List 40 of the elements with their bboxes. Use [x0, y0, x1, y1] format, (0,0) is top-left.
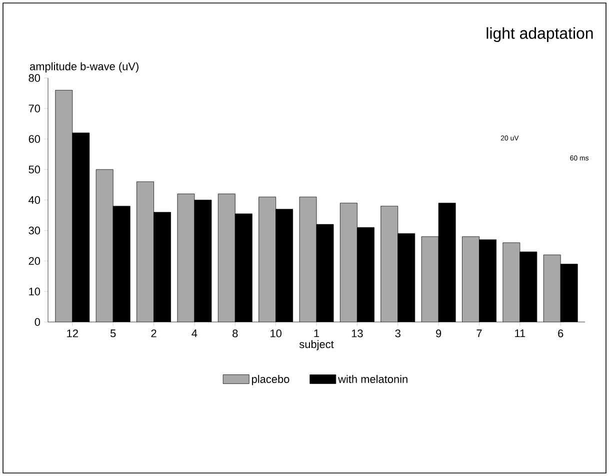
y-tick-label: 60 [28, 135, 40, 143]
y-tick-label: 70 [28, 104, 40, 112]
x-tick-label: 11 [515, 330, 526, 338]
bar [177, 194, 194, 322]
x-tick-label: 13 [352, 330, 363, 338]
y-tick-label: 0 [34, 318, 40, 326]
x-axis-title: subject [299, 340, 334, 350]
bar [422, 236, 439, 322]
bar [300, 196, 317, 322]
text: light adaptation [486, 27, 593, 42]
y-tick-label: 20 [28, 257, 40, 265]
y-axis-title: amplitude b-wave (uV) [30, 62, 138, 72]
y-tick-label: 10 [29, 288, 40, 296]
bar [136, 182, 154, 322]
y-tick-label: 80 [28, 74, 40, 82]
x-tick-label: 9 [436, 330, 442, 338]
legend-label: placebo [252, 374, 290, 386]
bar [258, 196, 276, 322]
x-tick-label: 2 [151, 330, 156, 338]
x-tick-label: 5 [110, 330, 116, 338]
x-tick-label: 10 [270, 330, 282, 338]
bar [543, 254, 561, 322]
x-tick-label: 8 [232, 330, 238, 338]
bar [462, 236, 480, 322]
x-tick-label: 4 [192, 330, 198, 338]
x-tick-label: 12 [67, 330, 78, 338]
bar [55, 90, 72, 322]
bar [218, 194, 236, 322]
bar [340, 203, 358, 322]
x-tick-label: 6 [558, 330, 564, 338]
x-tick-label: 7 [476, 330, 482, 338]
bar [96, 169, 114, 322]
bar [502, 242, 520, 322]
y-tick-label: 40 [28, 196, 40, 204]
y-tick-label: 30 [28, 226, 40, 234]
legend-label: with melatonin [338, 374, 408, 384]
x-tick-label: 3 [395, 330, 400, 338]
x-tick-label: 1 [314, 330, 320, 338]
y-tick-label: 50 [28, 166, 40, 174]
bar [380, 206, 398, 322]
